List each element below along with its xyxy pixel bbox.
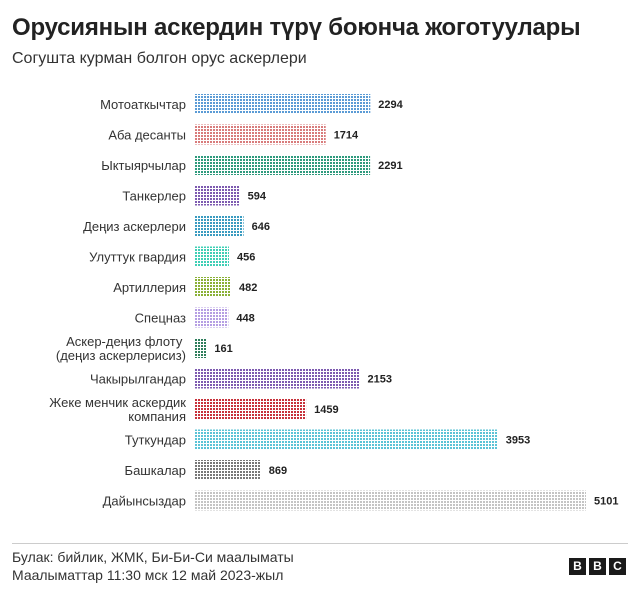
bar — [194, 124, 326, 145]
category-label: Ыктыярчылар — [101, 158, 186, 173]
category-label: Аба десанты — [108, 128, 186, 143]
data-label: 2291 — [378, 160, 402, 172]
chart-subtitle: Согушта курман болгон орус аскерлери — [12, 50, 307, 67]
category-label: Танкерлер — [122, 189, 186, 204]
bar — [194, 460, 261, 480]
bar — [194, 246, 229, 267]
bar — [194, 277, 231, 297]
category-label: Аскер-деңиз флоту (деңиз аскерлерисиз) — [56, 334, 186, 363]
logo-letter: B — [569, 558, 586, 575]
bar — [194, 368, 360, 389]
chart-title: Орусиянын аскердин түрү боюнча жоготуула… — [12, 14, 581, 41]
category-label: Чакырылгандар — [90, 372, 186, 387]
bar — [194, 94, 371, 114]
data-label: 2153 — [368, 374, 392, 386]
data-label: 3953 — [506, 435, 530, 447]
data-label: 5101 — [594, 496, 618, 508]
category-label: Башкалар — [125, 463, 186, 478]
data-label: 2294 — [378, 99, 403, 111]
data-label: 161 — [214, 343, 232, 355]
logo-letter: B — [589, 558, 606, 575]
data-label: 646 — [252, 221, 270, 233]
bar — [194, 185, 240, 206]
bar — [194, 307, 229, 328]
data-label: 456 — [237, 252, 255, 264]
category-label: Артиллерия — [113, 280, 186, 295]
bar — [194, 490, 586, 511]
data-label: 482 — [239, 282, 257, 294]
bar — [194, 429, 498, 450]
category-label: Спецназ — [135, 311, 186, 326]
data-label: 869 — [269, 465, 287, 477]
bar — [194, 338, 207, 358]
bar — [194, 155, 371, 175]
source-note: Булак: бийлик, ЖМК, Би-Би-Си маалыматы — [12, 549, 294, 565]
footer-divider — [12, 543, 628, 544]
data-label: 1459 — [314, 404, 338, 416]
data-label: 594 — [248, 191, 267, 203]
update-note: Маалыматтар 11:30 мск 12 май 2023-жыл — [12, 567, 284, 583]
category-label: Туткундар — [125, 433, 186, 448]
logo-letter: C — [609, 558, 626, 575]
data-label: 1714 — [334, 130, 359, 142]
data-label: 448 — [236, 313, 254, 325]
bar — [194, 216, 244, 236]
category-label: Улуттук гвардия — [89, 250, 186, 265]
bar — [194, 399, 307, 419]
category-label: Деңиз аскерлери — [83, 219, 186, 234]
bbc-logo: B B C — [569, 558, 626, 575]
bar-chart: 2294 Мотоаткычтар 1714 Аба десанты 2291 Ыктыя… — [49, 94, 618, 511]
category-label: Жеке менчик аскердик компания — [49, 395, 186, 424]
category-label: Дайынсыздар — [103, 494, 186, 509]
category-label: Мотоаткычтар — [100, 97, 186, 112]
